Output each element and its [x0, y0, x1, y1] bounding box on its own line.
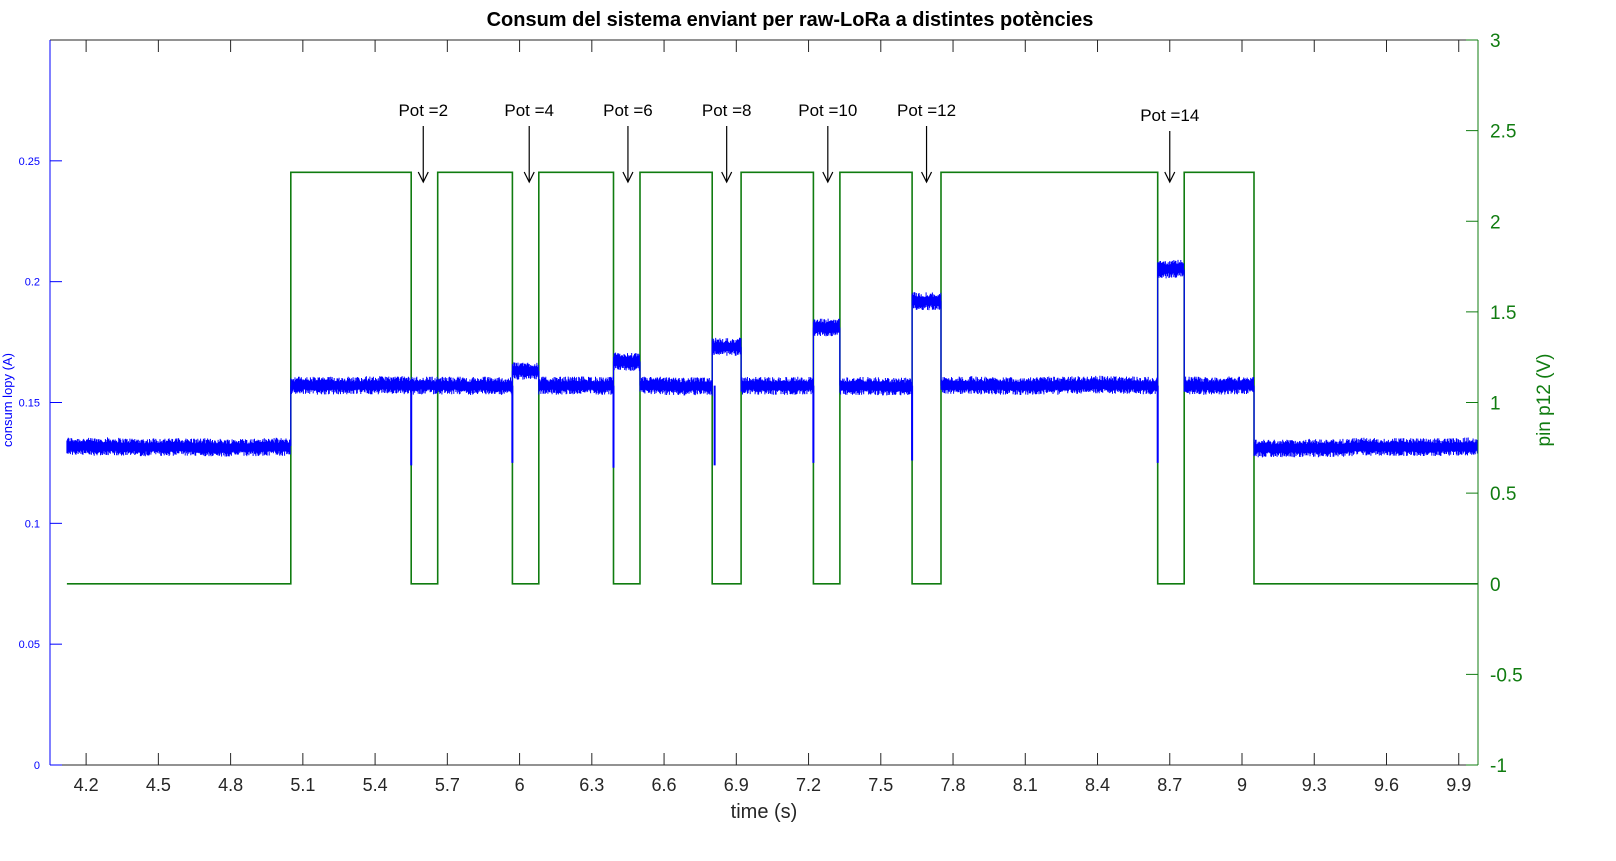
- current-segment: [290, 376, 412, 395]
- y-right-tick-label: 3: [1490, 31, 1501, 52]
- y-left-tick-label: 0: [34, 760, 40, 772]
- x-axis-label: time (s): [731, 801, 798, 823]
- x-tick-label: 6.9: [724, 775, 749, 795]
- annotation-arrow-head: [721, 171, 733, 184]
- current-segment: [1183, 376, 1254, 395]
- y-left-tick-label: 0.2: [25, 277, 40, 289]
- x-tick-label: 6: [515, 775, 525, 795]
- x-tick-label: 6.6: [652, 775, 677, 795]
- current-segment: [437, 376, 513, 396]
- current-segment: [1157, 259, 1185, 279]
- annotation-label: Pot =12: [897, 101, 956, 120]
- annotation-label: Pot =14: [1140, 106, 1199, 125]
- current-series: [66, 259, 1478, 468]
- current-segment: [66, 437, 291, 457]
- y-left-tick-label: 0.25: [19, 156, 40, 168]
- y-right-tick-label: -0.5: [1490, 665, 1523, 686]
- annotations: Pot =2 Pot =4 Pot =6 Pot =8 Pot =10 Pot =12 Po…: [398, 101, 1199, 184]
- annotation-arrow-head: [822, 171, 834, 184]
- y-right-axis-label: pin p12 (V): [1534, 354, 1555, 447]
- current-segment: [940, 375, 1158, 395]
- current-segment: [639, 376, 713, 396]
- axes: 4.2 4.5 4.8 5.1 5.4 5.7 6 6.3 6.6 6.9 7.2 7.5 7.8 8.1…: [19, 31, 1523, 795]
- current-segment: [410, 376, 438, 395]
- annotation-label: Pot =10: [798, 101, 857, 120]
- x-tick-label: 4.5: [146, 775, 171, 795]
- x-tick-label: 9.3: [1302, 775, 1327, 795]
- current-segment: [613, 352, 640, 371]
- chart-title: Consum del sistema enviant per raw-LoRa …: [487, 9, 1094, 31]
- x-tick-label: 8.1: [1013, 775, 1038, 795]
- annotation-label: Pot =4: [504, 101, 554, 120]
- x-tick-label: 6.3: [579, 775, 604, 795]
- current-segment: [511, 362, 539, 380]
- x-tick-label: 4.2: [74, 775, 99, 795]
- annotation-arrow-head: [1164, 171, 1176, 184]
- x-tick-label: 5.7: [435, 775, 460, 795]
- y-right-tick-label: 1.5: [1490, 303, 1516, 324]
- annotation-arrow-head: [622, 171, 634, 184]
- x-tick-label: 5.1: [290, 775, 315, 795]
- x-tick-label: 9.6: [1374, 775, 1399, 795]
- annotation-arrow-head: [417, 171, 429, 184]
- y-left-tick-label: 0.05: [19, 639, 40, 651]
- x-tick-label: 9: [1237, 775, 1247, 795]
- current-segment: [1253, 437, 1478, 458]
- current-segment: [711, 337, 742, 356]
- x-tick-label: 4.8: [218, 775, 243, 795]
- current-segment: [538, 376, 614, 395]
- current-segment: [812, 318, 840, 337]
- x-tick-label: 7.8: [941, 775, 966, 795]
- y-right-tick-label: 1: [1490, 394, 1501, 415]
- y-left-axis-label: consum lopy (A): [0, 353, 15, 447]
- annotation-label: Pot =8: [702, 101, 752, 120]
- y-right-tick-label: 0.5: [1490, 484, 1516, 505]
- y-right-tick-label: 2: [1490, 212, 1501, 233]
- x-tick-label: 7.5: [868, 775, 893, 795]
- y-right-tick-label: 0: [1490, 575, 1501, 596]
- x-tick-label: 8.7: [1157, 775, 1182, 795]
- plot-area: [50, 40, 1478, 765]
- y-right-tick-label: -1: [1490, 756, 1507, 777]
- annotation-label: Pot =6: [603, 101, 653, 120]
- current-segment: [740, 376, 814, 395]
- x-tick-label: 9.9: [1446, 775, 1471, 795]
- annotation-label: Pot =2: [398, 101, 448, 120]
- x-tick-label: 5.4: [363, 775, 388, 795]
- y-right-tick-label: 2.5: [1490, 122, 1516, 143]
- x-tick-label: 7.2: [796, 775, 821, 795]
- annotation-arrow-head: [523, 171, 535, 184]
- x-tick-label: 8.4: [1085, 775, 1110, 795]
- current-segment: [839, 377, 913, 396]
- current-segment: [911, 292, 942, 311]
- annotation-arrow-head: [921, 171, 933, 184]
- y-left-tick-label: 0.1: [25, 518, 40, 530]
- y-left-tick-label: 0.15: [19, 398, 40, 410]
